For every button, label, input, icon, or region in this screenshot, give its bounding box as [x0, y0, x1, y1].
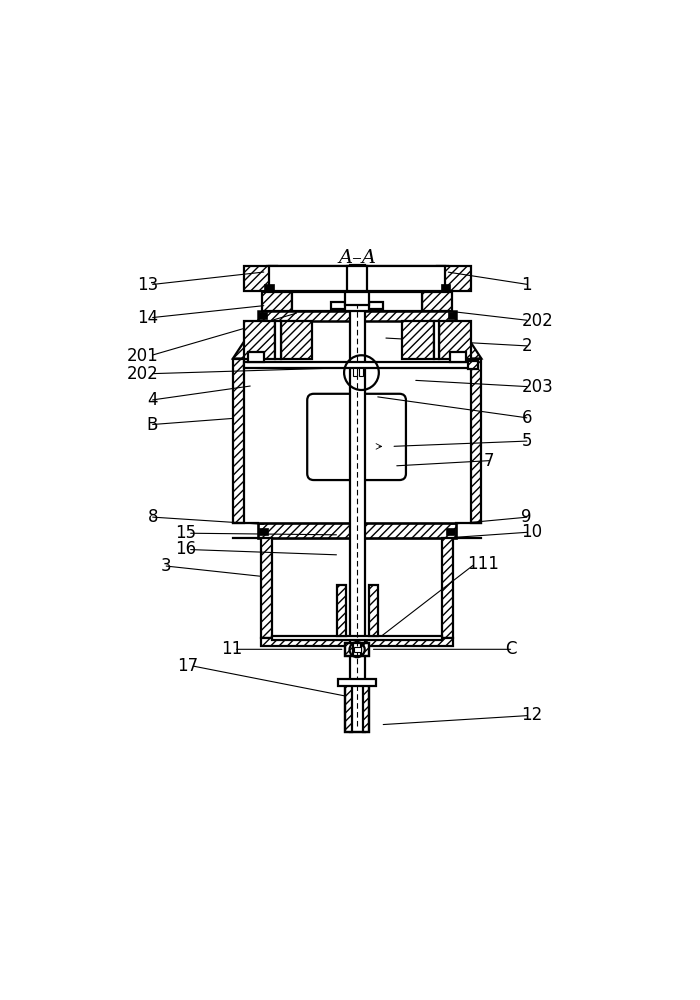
- Text: 8: 8: [148, 508, 158, 526]
- Bar: [349, 265, 365, 732]
- Text: 1: 1: [522, 276, 532, 294]
- Bar: [233, 359, 244, 523]
- Bar: [261, 538, 272, 638]
- Bar: [337, 585, 346, 636]
- Bar: [260, 528, 268, 535]
- Text: 4: 4: [148, 391, 158, 409]
- Polygon shape: [233, 321, 269, 359]
- Bar: [261, 638, 453, 646]
- Text: 14: 14: [137, 309, 158, 327]
- Text: 3: 3: [161, 557, 172, 575]
- Bar: [345, 680, 351, 732]
- Bar: [422, 292, 452, 311]
- Text: 13: 13: [136, 276, 158, 294]
- Text: 201: 201: [126, 347, 158, 365]
- Bar: [354, 647, 361, 652]
- FancyBboxPatch shape: [307, 394, 406, 480]
- Bar: [275, 321, 281, 359]
- Bar: [446, 528, 455, 535]
- Bar: [448, 312, 456, 319]
- Text: 11: 11: [221, 640, 242, 658]
- Bar: [338, 679, 376, 686]
- Bar: [439, 321, 470, 359]
- Text: 9: 9: [522, 508, 532, 526]
- Bar: [370, 302, 383, 309]
- Bar: [345, 643, 353, 656]
- Bar: [244, 362, 470, 368]
- Bar: [358, 368, 363, 376]
- Bar: [270, 266, 445, 291]
- Text: 203: 203: [522, 378, 553, 396]
- Bar: [331, 302, 345, 309]
- Bar: [345, 680, 369, 732]
- Text: 17: 17: [178, 657, 199, 675]
- Bar: [272, 636, 442, 640]
- Bar: [244, 321, 275, 359]
- Bar: [345, 643, 369, 656]
- Bar: [262, 292, 292, 311]
- Bar: [281, 321, 312, 359]
- Text: 202: 202: [522, 312, 553, 330]
- Bar: [468, 361, 478, 369]
- Bar: [437, 266, 470, 291]
- Bar: [346, 266, 368, 291]
- Text: 202: 202: [126, 365, 158, 383]
- Text: B: B: [147, 416, 158, 434]
- Bar: [264, 284, 274, 291]
- Text: 5: 5: [522, 432, 532, 450]
- Bar: [402, 321, 433, 359]
- Text: 16: 16: [175, 540, 196, 558]
- Bar: [258, 311, 456, 321]
- Text: 7: 7: [484, 452, 494, 470]
- Bar: [369, 585, 378, 636]
- Bar: [248, 352, 265, 362]
- Bar: [441, 284, 450, 291]
- Bar: [361, 643, 369, 656]
- Bar: [345, 292, 370, 305]
- Bar: [258, 523, 456, 538]
- Bar: [292, 292, 422, 311]
- Bar: [267, 266, 448, 292]
- Bar: [433, 321, 439, 359]
- Bar: [244, 266, 277, 291]
- Bar: [258, 312, 267, 319]
- Bar: [442, 538, 453, 638]
- Bar: [363, 680, 369, 732]
- Polygon shape: [446, 321, 482, 359]
- Text: 10: 10: [522, 523, 542, 541]
- Text: 12: 12: [522, 706, 542, 724]
- Bar: [353, 368, 356, 376]
- Text: 111: 111: [468, 555, 499, 573]
- Text: 15: 15: [175, 524, 196, 542]
- Text: 6: 6: [522, 409, 532, 427]
- Text: 2: 2: [522, 337, 532, 355]
- Text: C: C: [505, 640, 517, 658]
- Bar: [450, 352, 466, 362]
- Text: A–A: A–A: [338, 249, 376, 267]
- Bar: [470, 359, 482, 523]
